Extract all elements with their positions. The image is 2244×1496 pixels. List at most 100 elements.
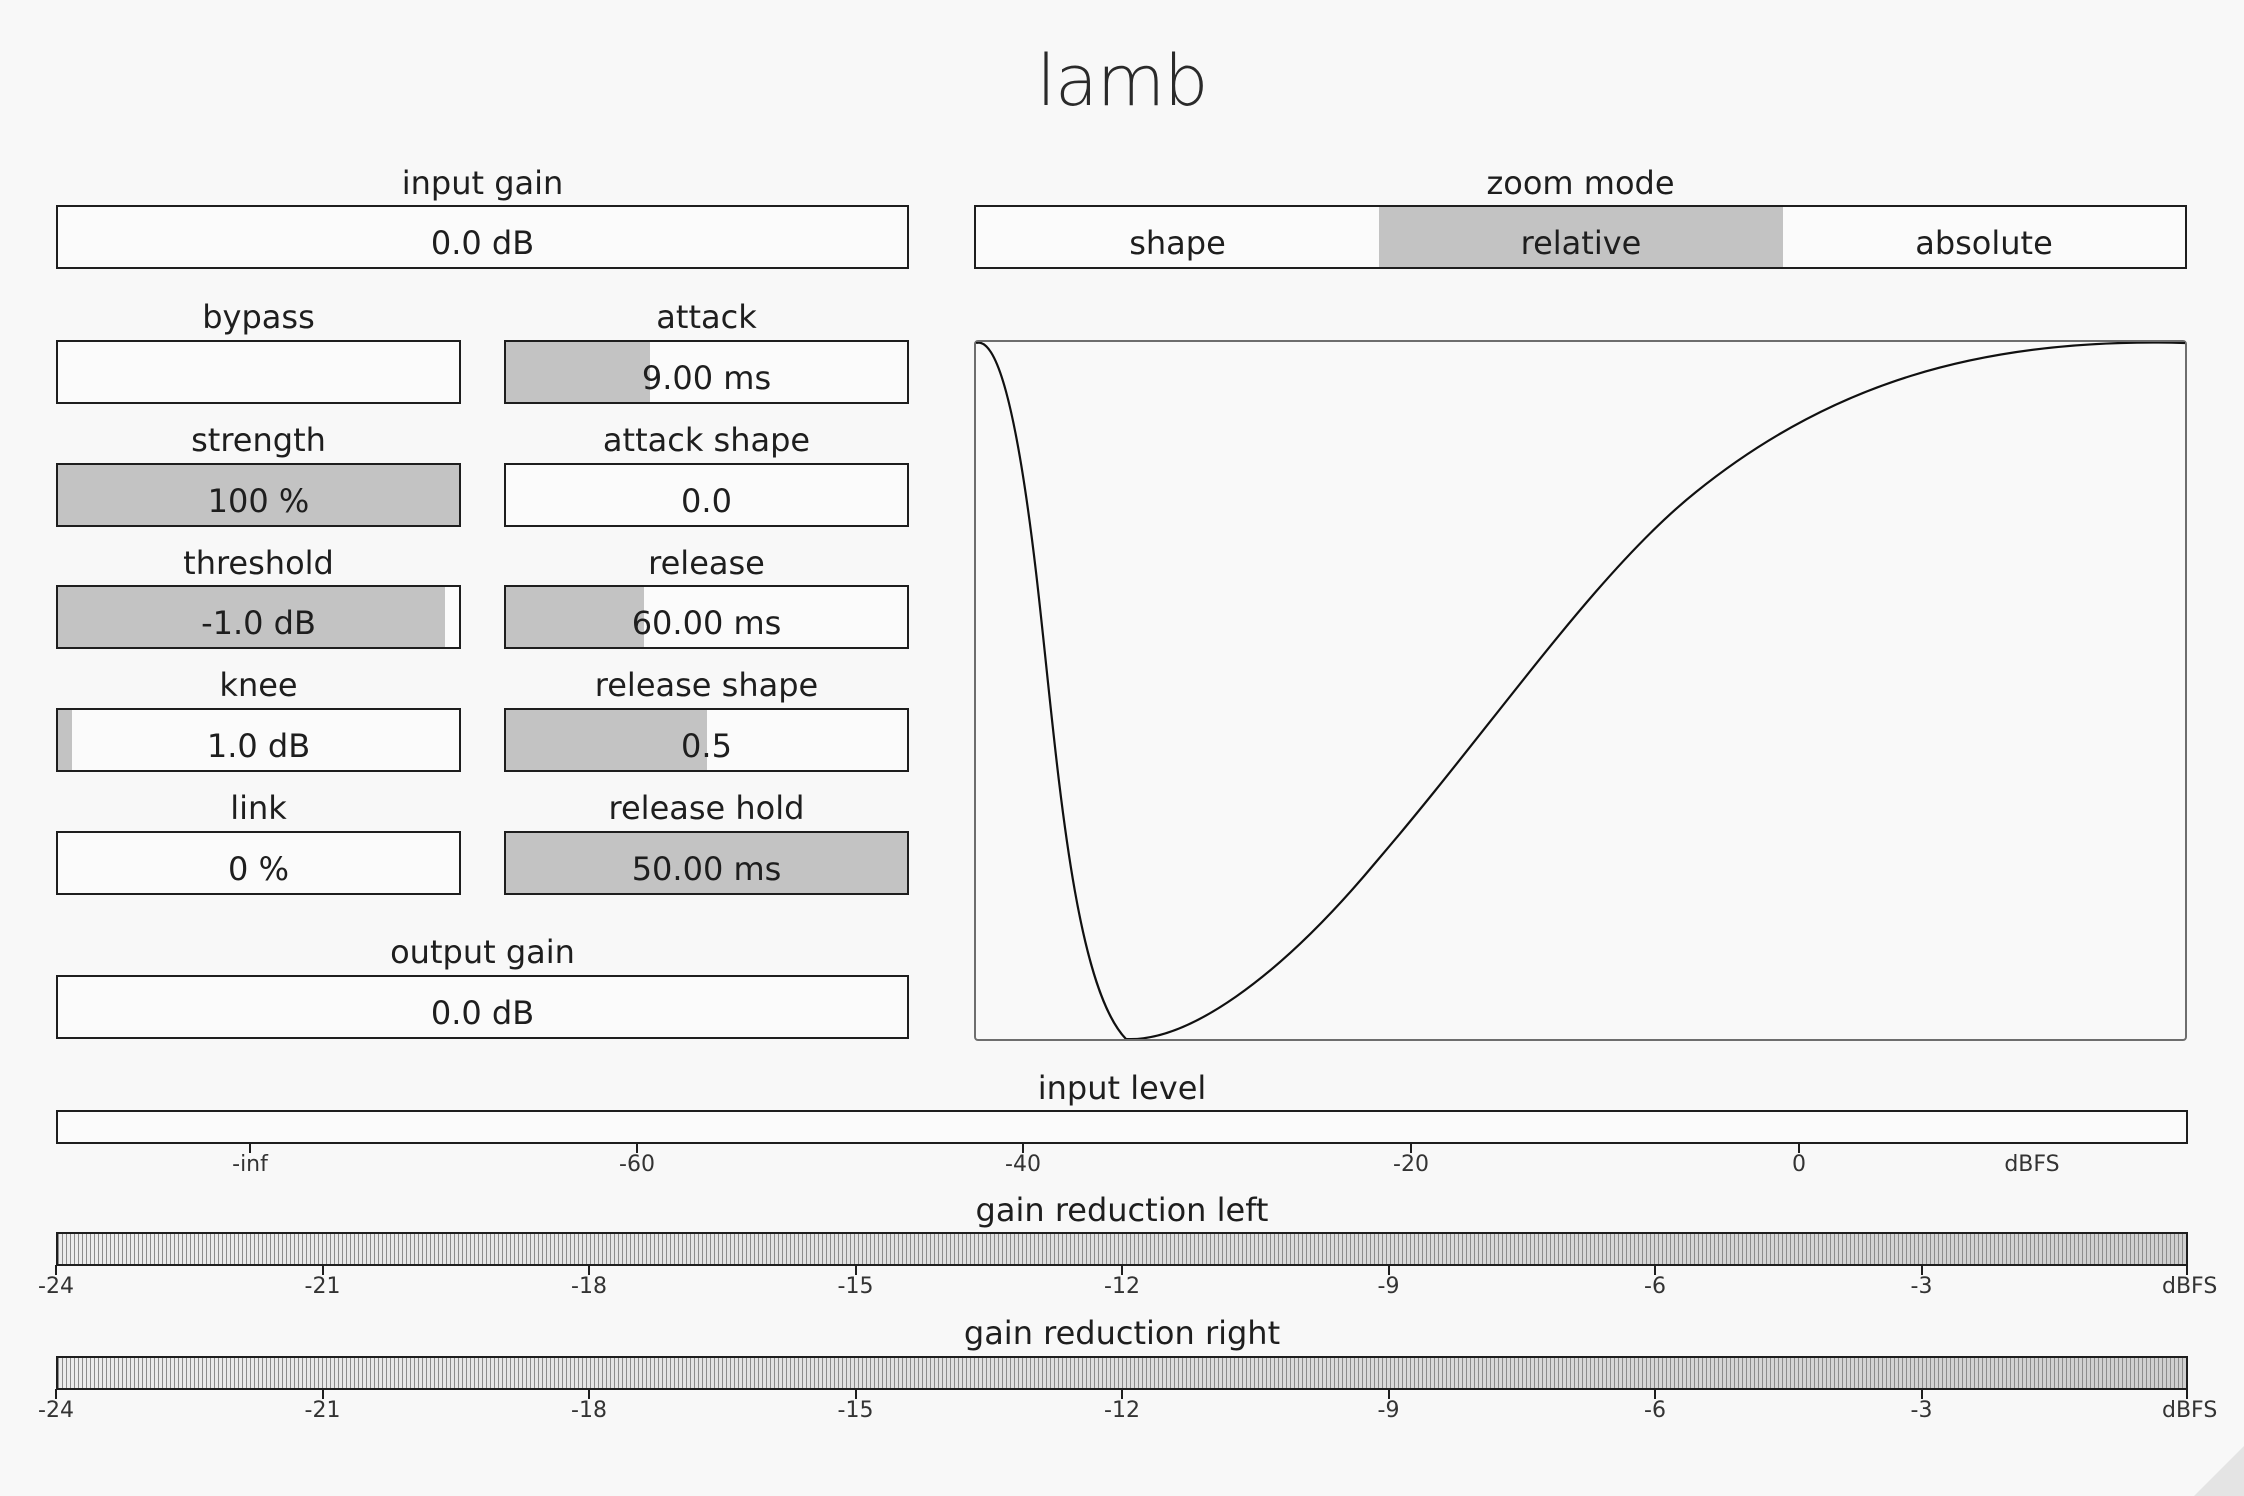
input-gain-value: 0.0 dB [430, 224, 535, 262]
input-tickmark [1410, 1143, 1412, 1153]
threshold-value: -1.0 dB [201, 604, 316, 642]
knee-slider[interactable]: 1.0 dB [56, 708, 461, 772]
input-tickmark [1798, 1143, 1800, 1153]
strength-value: 100 % [207, 482, 310, 520]
gr-tickmark [1121, 1389, 1123, 1399]
zoom-option-shape[interactable]: shape [1129, 224, 1226, 262]
release-value: 60.00 ms [631, 604, 782, 642]
release-slider[interactable]: 60.00 ms [504, 585, 909, 649]
zoom-mode-selector[interactable]: shape relative absolute [974, 205, 2187, 269]
envelope-curve [976, 342, 2185, 1039]
input-tick-label: -60 [619, 1152, 655, 1177]
plugin-title: lamb [1036, 40, 1209, 122]
attack-label: attack [656, 298, 757, 336]
strength-slider[interactable]: 100 % [56, 463, 461, 527]
gr-tickmark [1121, 1265, 1123, 1275]
input-tick-label: -20 [1393, 1152, 1429, 1177]
release-label: release [648, 544, 765, 582]
gr-tick-label: -24 [38, 1274, 74, 1299]
gr-tickmark [1387, 1389, 1390, 1399]
gr-tickmark [321, 1389, 324, 1399]
release-shape-slider[interactable]: 0.5 [504, 708, 909, 772]
strength-fill [58, 465, 459, 525]
gr-unit-label: dBFS [2162, 1274, 2218, 1299]
strength-label: strength [191, 421, 326, 459]
output-gain-slider[interactable]: 0.0 dB [56, 975, 909, 1039]
link-value: 0 % [228, 850, 289, 888]
input-level-label: input level [1037, 1069, 1207, 1107]
gr-tickmark [55, 1389, 57, 1399]
gr-tickmark [588, 1389, 590, 1399]
input-gain-slider[interactable]: 0.0 dB [56, 205, 909, 269]
attack-slider[interactable]: 9.00 ms [504, 340, 909, 404]
gr-tick-label: -9 [1377, 1274, 1400, 1299]
gr-tickmark [1387, 1265, 1390, 1275]
gr-unit-label: dBFS [2162, 1398, 2218, 1423]
gr-tick-label: -18 [571, 1398, 607, 1423]
gain-reduction-right-label: gain reduction right [963, 1314, 1281, 1352]
envelope-shape-graph [974, 340, 2187, 1041]
gr-tickmark [854, 1265, 857, 1275]
input-tickmark [249, 1143, 251, 1153]
release-hold-slider[interactable]: 50.00 ms [504, 831, 909, 895]
resize-handle[interactable] [2194, 1446, 2244, 1496]
gr-tickmark [1654, 1265, 1656, 1275]
knee-fill [58, 710, 73, 770]
zoom-option-absolute[interactable]: absolute [1915, 224, 2053, 262]
gr-tickmark [1920, 1389, 1923, 1399]
gr-tick-label: -24 [38, 1398, 74, 1423]
gr-tick-label: -18 [571, 1274, 607, 1299]
gr-tick-label: -15 [837, 1274, 874, 1299]
release-hold-fill [506, 833, 907, 893]
gr-tick-label: -21 [304, 1398, 341, 1423]
gr-tickmark [2186, 1389, 2188, 1399]
input-tick-label: -40 [1005, 1152, 1041, 1177]
threshold-fill [58, 587, 445, 647]
input-gain-label: input gain [401, 164, 564, 202]
zoom-option-relative[interactable]: relative [1379, 207, 1783, 267]
input-tick-label: 0 [1792, 1152, 1806, 1177]
attack-shape-value: 0.0 [681, 482, 732, 520]
input-level-meter [56, 1110, 2188, 1144]
knee-value: 1.0 dB [206, 727, 311, 765]
gr-tick-label: -3 [1910, 1274, 1933, 1299]
input-tickmark [1022, 1143, 1024, 1153]
zoom-mode-label: zoom mode [1486, 164, 1675, 202]
gr-tickmark [55, 1265, 57, 1275]
attack-shape-slider[interactable]: 0.0 [504, 463, 909, 527]
threshold-slider[interactable]: -1.0 dB [56, 585, 461, 649]
gr-tick-label: -3 [1910, 1398, 1933, 1423]
bypass-label: bypass [202, 298, 315, 336]
link-label: link [230, 789, 287, 827]
release-hold-value: 50.00 ms [631, 850, 782, 888]
release-shape-label: release shape [594, 666, 819, 704]
output-gain-label: output gain [390, 933, 575, 971]
gr-tick-label: -12 [1104, 1398, 1140, 1423]
gr-tickmark [1920, 1265, 1923, 1275]
gr-tickmark [321, 1265, 324, 1275]
gr-tick-label: -15 [837, 1398, 874, 1423]
release-shape-value: 0.5 [681, 727, 732, 765]
input-tickmark [636, 1143, 638, 1153]
input-unit-label: dBFS [2004, 1152, 2060, 1177]
release-hold-label: release hold [608, 789, 805, 827]
gr-tickmark [854, 1389, 857, 1399]
attack-fill [506, 342, 651, 402]
input-tick-label: -inf [232, 1152, 268, 1177]
gain-reduction-left-label: gain reduction left [975, 1191, 1269, 1229]
link-slider[interactable]: 0 % [56, 831, 461, 895]
gr-tick-label: -6 [1644, 1398, 1666, 1423]
gr-tick-label: -21 [304, 1274, 341, 1299]
knee-label: knee [219, 666, 298, 704]
release-shape-fill [506, 710, 707, 770]
threshold-label: threshold [183, 544, 334, 582]
gr-tick-label: -6 [1644, 1274, 1666, 1299]
gr-tickmark [1654, 1389, 1656, 1399]
gain-reduction-left-meter [56, 1232, 2188, 1266]
gr-tick-label: -9 [1377, 1398, 1400, 1423]
release-fill [506, 587, 645, 647]
bypass-toggle[interactable] [56, 340, 461, 404]
gr-tickmark [588, 1265, 590, 1275]
bypass-value [58, 342, 459, 402]
attack-value: 9.00 ms [641, 359, 772, 397]
